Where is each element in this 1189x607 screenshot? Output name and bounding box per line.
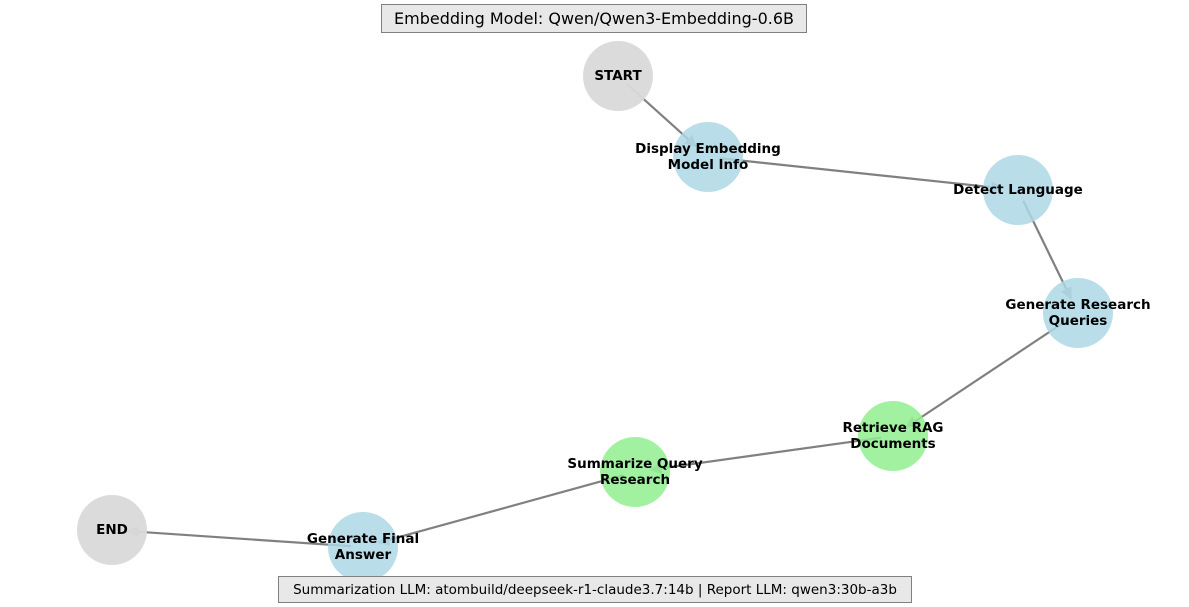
node-label-display-embedding: Model Info xyxy=(668,157,749,173)
node-label-retrieve-rag: Documents xyxy=(850,436,935,452)
node-circle-generate-final xyxy=(328,512,398,582)
node-circle-end xyxy=(77,495,147,565)
edge-retrieve-rag-to-summarize-query xyxy=(649,436,882,475)
node-label-start: START xyxy=(594,68,642,84)
llm-info-footer: Summarization LLM: atombuild/deepseek-r1… xyxy=(278,576,912,603)
node-circle-detect-language xyxy=(983,155,1053,225)
node-label-display-embedding: Display Embedding xyxy=(635,141,781,157)
node-circle-retrieve-rag xyxy=(858,401,928,471)
edge-summarize-query-to-generate-final xyxy=(377,474,624,546)
node-label-generate-final: Answer xyxy=(335,547,392,563)
node-detect-language: Detect Language xyxy=(953,155,1083,225)
node-label-generate-research-queries: Queries xyxy=(1049,313,1108,329)
node-label-generate-final: Generate Final xyxy=(307,531,419,547)
node-label-end: END xyxy=(96,522,128,538)
node-label-summarize-query: Summarize Query xyxy=(567,456,702,472)
node-circle-start xyxy=(583,41,653,111)
edge-generate-final-to-end xyxy=(126,525,352,548)
node-label-retrieve-rag: Retrieve RAG xyxy=(842,420,943,436)
node-label-generate-research-queries: Generate Research xyxy=(1005,297,1150,313)
node-circle-generate-research-queries xyxy=(1043,278,1113,348)
node-label-summarize-query: Research xyxy=(600,472,670,488)
embedding-model-title: Embedding Model: Qwen/Qwen3-Embedding-0.… xyxy=(381,4,807,33)
edge-display-embedding-to-detect-language xyxy=(719,157,1004,194)
node-start: START xyxy=(583,41,653,111)
edge-generate-research-queries-to-retrieve-rag xyxy=(905,318,1069,429)
node-circle-summarize-query xyxy=(600,437,670,507)
node-circle-display-embedding xyxy=(673,122,743,192)
node-end: END xyxy=(77,495,147,565)
node-label-detect-language: Detect Language xyxy=(953,182,1083,198)
